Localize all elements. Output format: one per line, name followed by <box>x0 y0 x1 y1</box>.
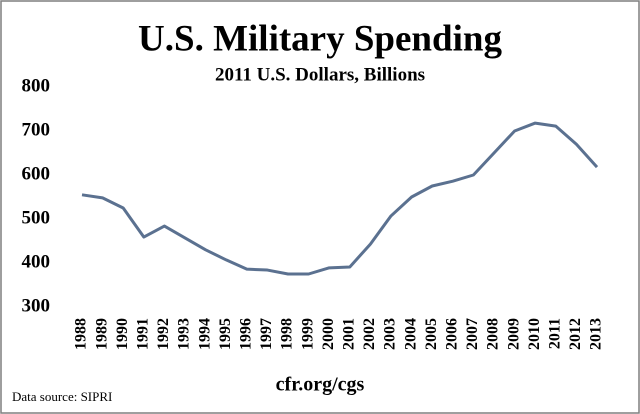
x-tick-label: 1988 <box>73 318 90 350</box>
x-tick-label: 2010 <box>526 318 543 350</box>
y-tick-label: 600 <box>22 163 51 184</box>
x-tick-label: 1994 <box>196 318 213 350</box>
y-tick-label: 500 <box>22 207 51 228</box>
chart-subtitle: 2011 U.S. Dollars, Billions <box>215 64 425 85</box>
x-tick-label: 2012 <box>567 318 584 350</box>
data-line <box>81 121 599 276</box>
x-tick-label: 1995 <box>217 318 234 350</box>
x-tick-label: 1993 <box>176 318 193 350</box>
source-note: Data source: SIPRI <box>12 389 112 404</box>
x-tick-label: 2008 <box>485 318 502 350</box>
y-tick-label: 300 <box>22 295 51 316</box>
x-tick-label: 2009 <box>505 318 522 350</box>
y-tick-label: 400 <box>22 251 51 272</box>
credit: cfr.org/cgs <box>276 374 365 396</box>
x-tick-label: 1996 <box>237 318 254 350</box>
x-tick-label: 2002 <box>361 318 378 350</box>
x-tick-label: 1998 <box>279 318 296 350</box>
x-tick-label: 2000 <box>320 318 337 350</box>
x-tick-label: 2013 <box>588 318 605 350</box>
x-tick-label: 1989 <box>93 318 110 350</box>
x-tick-label: 2005 <box>423 318 440 350</box>
x-tick-label: 2003 <box>382 318 399 350</box>
x-tick-label: 1997 <box>258 318 275 350</box>
x-tick-label: 1990 <box>114 318 131 350</box>
x-tick-label: 1999 <box>299 318 316 350</box>
y-tick-label: 700 <box>22 119 51 140</box>
chart-title: U.S. Military Spending <box>138 18 502 59</box>
x-tick-label: 1992 <box>155 318 172 350</box>
x-tick-label: 2011 <box>546 318 563 349</box>
x-tick-label: 2006 <box>443 318 460 350</box>
y-tick-label: 800 <box>22 75 51 96</box>
x-tick-label: 2007 <box>464 318 481 350</box>
x-tick-label: 2004 <box>402 318 419 350</box>
x-tick-label: 2001 <box>340 318 357 350</box>
x-tick-label: 1991 <box>134 318 151 350</box>
